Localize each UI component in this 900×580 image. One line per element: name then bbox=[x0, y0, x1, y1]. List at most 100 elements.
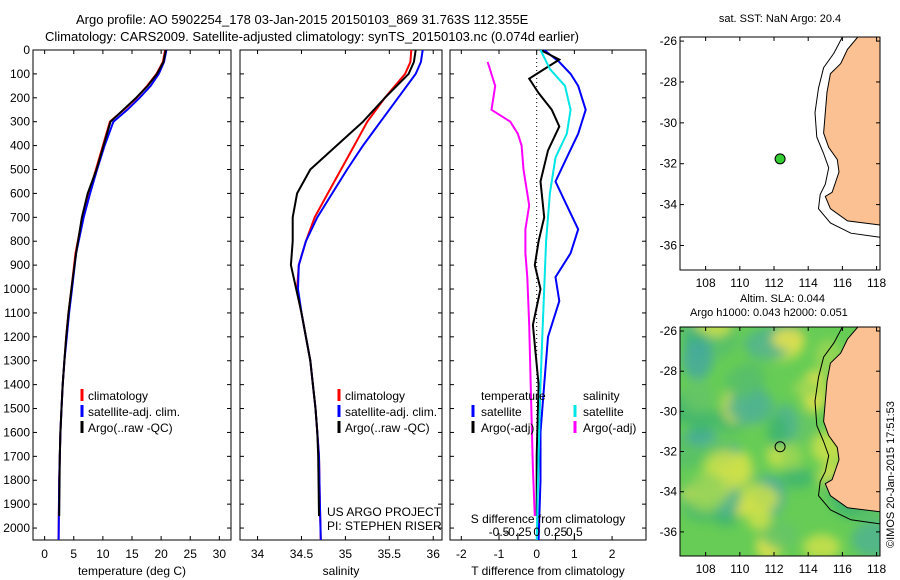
sla-blob bbox=[771, 328, 805, 350]
legend-label: Argo(..raw -QC) bbox=[88, 421, 173, 435]
legend-label: climatology bbox=[345, 389, 405, 403]
float-marker bbox=[774, 441, 786, 453]
map-x-tick-label: 118 bbox=[867, 276, 886, 290]
landmass bbox=[823, 37, 880, 226]
map-sst-title: sat. SST: NaN Argo: 20.4 bbox=[719, 13, 841, 25]
top-x-tick-label: -0.25 bbox=[504, 525, 532, 539]
x-axis-label: salinity bbox=[323, 564, 360, 578]
series-line-salinity-satellite bbox=[535, 49, 572, 541]
annotation-text: PI: STEPHEN RISER bbox=[327, 519, 442, 533]
map-y-tick-label: -30 bbox=[660, 404, 678, 418]
x-axis-label: temperature (deg C) bbox=[78, 564, 186, 578]
map-x-tick-label: 118 bbox=[867, 562, 886, 576]
y-tick-label: 200 bbox=[10, 91, 30, 105]
y-tick-label: 400 bbox=[10, 139, 30, 153]
sla-blob bbox=[760, 520, 800, 550]
y-tick-label: 1900 bbox=[3, 497, 30, 511]
sla-blob bbox=[731, 451, 753, 485]
y-tick-label: 1100 bbox=[4, 306, 30, 320]
sla-blob bbox=[803, 534, 841, 556]
y-tick-label: 700 bbox=[10, 210, 30, 224]
map-y-tick-label: -28 bbox=[660, 364, 678, 378]
legend-label: climatology bbox=[88, 389, 148, 403]
panel-map-sla bbox=[679, 326, 881, 557]
x-tick-label: 34.5 bbox=[290, 547, 314, 561]
x-tick-label: -1 bbox=[494, 547, 505, 561]
y-tick-label: 600 bbox=[10, 186, 30, 200]
map-y-tick-label: -34 bbox=[660, 198, 678, 212]
top-x-tick-label: -0.5 bbox=[489, 525, 510, 539]
shelf-contour bbox=[814, 37, 880, 238]
map-x-tick-label: 110 bbox=[730, 276, 749, 290]
map-x-tick-label: 110 bbox=[730, 562, 749, 576]
x-tick-label: 0 bbox=[533, 547, 540, 561]
plot-title-line1: Argo profile: AO 5902254_178 03-Jan-2015… bbox=[76, 12, 529, 27]
y-tick-label: 800 bbox=[10, 234, 30, 248]
map-frame bbox=[679, 326, 881, 557]
sla-blob bbox=[686, 427, 718, 446]
y-tick-label: 1300 bbox=[3, 354, 30, 368]
legend-label: satellite-adj. clim. bbox=[88, 405, 180, 419]
y-tick-label: 300 bbox=[10, 115, 30, 129]
y-tick-label: 1400 bbox=[3, 378, 30, 392]
sla-blob bbox=[851, 521, 880, 556]
panel-difference bbox=[449, 49, 647, 541]
top-x-tick-label: 0 bbox=[533, 525, 540, 539]
x-tick-label: 20 bbox=[154, 547, 168, 561]
series-line-satellite-adj-clim- bbox=[57, 49, 168, 541]
x-tick-label: 35 bbox=[339, 547, 353, 561]
map-y-tick-label: -34 bbox=[660, 485, 678, 499]
top-x-axis-label: S difference from climatology bbox=[471, 512, 626, 526]
map-x-tick-label: 112 bbox=[764, 276, 783, 290]
map-y-tick-label: -36 bbox=[660, 238, 678, 252]
x-tick-label: 5 bbox=[70, 547, 77, 561]
top-x-tick-label: 0.25 bbox=[544, 525, 568, 539]
series-line-climatology bbox=[296, 49, 413, 541]
panel-frame bbox=[32, 49, 232, 541]
legend-label: Argo(-adj) bbox=[583, 421, 636, 435]
map-content bbox=[680, 327, 880, 556]
x-tick-label: 0 bbox=[41, 547, 48, 561]
series-line-salinity-argo-adj- bbox=[486, 61, 536, 517]
x-tick-label: 10 bbox=[96, 547, 110, 561]
series-line-temperature-argo-adj- bbox=[527, 49, 562, 517]
sla-blob bbox=[682, 339, 713, 380]
map-frame bbox=[679, 36, 881, 271]
series-line-argo-raw-qc- bbox=[58, 49, 167, 517]
y-tick-label: 900 bbox=[10, 258, 30, 272]
y-tick-label: 1700 bbox=[3, 449, 30, 463]
top-x-tick-label: 0.5 bbox=[566, 525, 583, 539]
sla-blob bbox=[681, 379, 714, 414]
y-tick-label: 0 bbox=[23, 43, 30, 57]
legend-title: salinity bbox=[583, 389, 620, 403]
map-y-tick-label: -32 bbox=[660, 445, 678, 459]
sla-blob bbox=[724, 366, 760, 399]
x-tick-label: 30 bbox=[213, 547, 227, 561]
legend-label: satellite bbox=[583, 405, 624, 419]
x-axis-label: T difference from climatology bbox=[471, 564, 625, 578]
map-y-tick-label: -26 bbox=[660, 324, 678, 338]
imos-credit: ©IMOS 20-Jan-2015 17:51:53 bbox=[885, 401, 897, 548]
x-tick-label: 34 bbox=[251, 547, 265, 561]
legend-label: Argo(-adj) bbox=[481, 421, 534, 435]
landmass bbox=[823, 327, 880, 513]
sla-field bbox=[680, 327, 880, 556]
legend-label: Argo(..raw -QC) bbox=[345, 421, 430, 435]
x-tick-label: 2 bbox=[609, 547, 616, 561]
map-sla-title-2: Argo h1000: 0.043 h2000: 0.051 bbox=[690, 307, 848, 319]
y-tick-label: 500 bbox=[10, 163, 30, 177]
series-line-temperature-satellite bbox=[537, 49, 587, 541]
y-tick-label: 1200 bbox=[3, 330, 30, 344]
map-x-tick-label: 116 bbox=[833, 276, 852, 290]
sla-blob bbox=[688, 472, 726, 514]
x-tick-label: 25 bbox=[184, 547, 198, 561]
plot-title-line2: Climatology: CARS2009. Satellite-adjuste… bbox=[45, 29, 580, 44]
y-tick-label: 1600 bbox=[3, 425, 30, 439]
map-y-tick-label: -28 bbox=[660, 75, 678, 89]
annotation-text: US ARGO PROJECT bbox=[327, 505, 442, 519]
x-tick-label: 15 bbox=[125, 547, 139, 561]
panel-temperature bbox=[32, 49, 232, 541]
map-x-tick-label: 112 bbox=[764, 562, 783, 576]
y-tick-label: 100 bbox=[10, 67, 30, 81]
